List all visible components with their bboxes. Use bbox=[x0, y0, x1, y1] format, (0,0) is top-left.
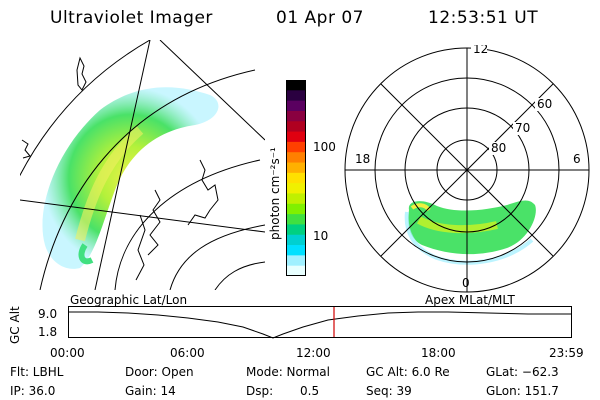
colorbar-gradient bbox=[286, 80, 306, 277]
colorbar-swatch bbox=[286, 193, 306, 205]
colorbar-unit-label: photon cm⁻²s⁻¹ bbox=[268, 147, 282, 240]
colorbar-swatch bbox=[286, 203, 306, 215]
colorbar bbox=[286, 80, 306, 277]
mlt-label-0: 0 bbox=[462, 276, 470, 290]
colorbar-tick-100: 100 bbox=[313, 140, 336, 154]
altitude-curve bbox=[68, 311, 571, 339]
colorbar-swatch bbox=[286, 121, 306, 133]
status-door: Door: Open bbox=[125, 365, 194, 379]
mlt-label-12: 12 bbox=[473, 45, 488, 56]
mlt-label-18: 18 bbox=[355, 152, 370, 166]
colorbar-tick-10: 10 bbox=[313, 229, 329, 243]
colorbar-swatch bbox=[286, 172, 306, 184]
status-seq: Seq: 39 bbox=[366, 384, 412, 398]
colorbar-swatch bbox=[286, 141, 306, 153]
mlt-label-6: 6 bbox=[573, 152, 581, 166]
colorbar-swatch bbox=[286, 234, 306, 246]
time-tick-0600: 06:00 bbox=[170, 346, 205, 360]
altitude-plot bbox=[68, 306, 572, 339]
status-dsp-value: 0.5 bbox=[300, 384, 320, 398]
colorbar-swatch bbox=[286, 110, 306, 122]
lat-label-70: 70 bbox=[515, 121, 530, 135]
apex-label: Apex MLat/MLT bbox=[425, 293, 515, 307]
status-glon: GLon: 151.7 bbox=[486, 384, 559, 398]
date-label: 01 Apr 07 bbox=[276, 8, 364, 28]
colorbar-border bbox=[286, 80, 306, 276]
colorbar-swatch bbox=[286, 100, 306, 112]
status-mode: Mode: Normal bbox=[246, 365, 330, 379]
colorbar-swatch bbox=[286, 162, 306, 174]
app-title: Ultraviolet Imager bbox=[50, 8, 213, 28]
colorbar-swatch bbox=[286, 80, 306, 91]
polar-plot: 12 18 6 0 60 70 80 bbox=[344, 45, 590, 293]
colorbar-swatch bbox=[286, 152, 306, 164]
time-label: 12:53:51 UT bbox=[428, 8, 539, 28]
colorbar-swatch bbox=[286, 245, 306, 256]
status-ip: IP: 36.0 bbox=[10, 384, 56, 398]
alt-tick-bottom: 1.8 bbox=[38, 325, 58, 339]
time-tick-1200: 12:00 bbox=[296, 346, 331, 360]
geographic-label: Geographic Lat/Lon bbox=[70, 293, 188, 307]
colorbar-swatch bbox=[286, 214, 306, 225]
status-flt: Flt: LBHL bbox=[10, 365, 64, 379]
time-tick-1800: 18:00 bbox=[421, 346, 456, 360]
status-glat: GLat: −62.3 bbox=[486, 365, 559, 379]
colorbar-swatch bbox=[286, 255, 306, 267]
colorbar-swatch bbox=[286, 265, 306, 277]
alt-tick-top: 9.0 bbox=[38, 307, 58, 321]
lat-label-60: 60 bbox=[537, 97, 552, 111]
time-tick-0000: 00:00 bbox=[50, 346, 85, 360]
alt-axis-label: GC Alt bbox=[8, 306, 22, 344]
time-tick-2359: 23:59 bbox=[549, 346, 584, 360]
status-dsp-label: Dsp: bbox=[246, 384, 274, 398]
status-gain: Gain: 14 bbox=[125, 384, 176, 398]
colorbar-swatch bbox=[286, 183, 306, 194]
colorbar-swatch bbox=[286, 131, 306, 143]
status-gc-alt: GC Alt: 6.0 Re bbox=[366, 365, 450, 379]
lat-label-80: 80 bbox=[491, 141, 506, 155]
geographic-map bbox=[20, 40, 265, 290]
colorbar-swatch bbox=[286, 90, 306, 102]
colorbar-swatch bbox=[286, 224, 306, 236]
